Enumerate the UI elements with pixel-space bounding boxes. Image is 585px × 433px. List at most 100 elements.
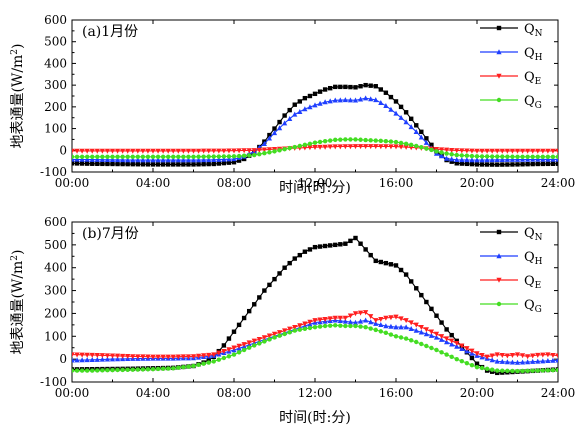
data-point-QN bbox=[221, 343, 227, 348]
data-point-QE bbox=[251, 148, 257, 154]
legend-marker-QH bbox=[496, 253, 502, 259]
data-point-QH bbox=[494, 358, 500, 364]
y-axis-title-sup: 2 bbox=[10, 255, 20, 261]
legend-marker-QN bbox=[496, 25, 502, 31]
data-point-QG bbox=[474, 364, 480, 370]
data-point-QN bbox=[241, 156, 247, 162]
data-point-QE bbox=[388, 315, 394, 321]
x-tick-label: 20:00 bbox=[460, 386, 495, 400]
data-point-QG bbox=[530, 154, 535, 159]
data-point-QN bbox=[241, 315, 247, 321]
data-point-QG bbox=[489, 367, 495, 372]
data-point-QG bbox=[145, 367, 151, 372]
data-point-QH bbox=[363, 317, 369, 323]
data-point-QG bbox=[211, 154, 216, 159]
data-point-QE bbox=[368, 144, 374, 150]
data-point-QE bbox=[363, 144, 369, 150]
data-point-QE bbox=[266, 147, 273, 153]
legend-entry-sub: E bbox=[535, 77, 542, 87]
data-point-QH bbox=[201, 157, 207, 163]
data-point-QG bbox=[287, 145, 292, 151]
data-point-QG bbox=[110, 367, 115, 373]
data-point-QG bbox=[155, 366, 161, 372]
x-tick-label: 00:00 bbox=[55, 176, 90, 190]
data-point-QE bbox=[509, 148, 516, 154]
data-point-QG bbox=[272, 335, 277, 340]
chart-panel-b: -100 0 100 200 300 400 500 600 00:00 04:00 08:00 12… bbox=[10, 215, 575, 426]
data-point-QH bbox=[109, 356, 116, 362]
data-point-QH bbox=[307, 104, 313, 110]
data-point-QE bbox=[246, 340, 252, 346]
data-point-QE bbox=[378, 144, 384, 150]
data-point-QG bbox=[130, 367, 135, 372]
data-point-QE bbox=[550, 352, 556, 358]
data-point-QH bbox=[398, 114, 404, 120]
data-point-QN bbox=[348, 84, 353, 90]
data-point-QG bbox=[459, 358, 465, 364]
data-point-QN bbox=[444, 327, 449, 332]
x-tick-label: 04:00 bbox=[136, 386, 171, 400]
data-point-QG bbox=[186, 364, 191, 369]
data-point-QH bbox=[120, 157, 126, 163]
x-tick-label: 16:00 bbox=[379, 176, 414, 190]
legend-entry-main: Q bbox=[524, 298, 535, 313]
data-point-QG bbox=[160, 366, 166, 371]
data-point-QE bbox=[383, 315, 389, 321]
data-point-QH bbox=[347, 319, 354, 325]
data-point-QE bbox=[327, 316, 333, 322]
data-point-QE bbox=[150, 148, 156, 154]
y-tick-label: 500 bbox=[44, 238, 67, 252]
data-point-QE bbox=[155, 354, 161, 360]
data-point-QN bbox=[555, 161, 558, 166]
data-point-QE bbox=[357, 144, 364, 150]
y-tick-label: 200 bbox=[44, 100, 67, 114]
data-point-QG bbox=[383, 138, 389, 144]
data-point-QE bbox=[195, 148, 202, 154]
data-point-QG bbox=[353, 323, 358, 329]
data-point-QN bbox=[307, 247, 313, 252]
data-point-QH bbox=[499, 156, 505, 162]
data-point-QE bbox=[428, 329, 435, 335]
data-point-QG bbox=[262, 339, 267, 344]
data-point-QH bbox=[388, 106, 394, 112]
legend-entry-sub: H bbox=[535, 53, 543, 63]
data-point-QG bbox=[115, 367, 120, 373]
series-line-QN bbox=[72, 237, 558, 374]
data-point-QG bbox=[459, 153, 465, 158]
data-point-QG bbox=[464, 360, 470, 366]
data-point-QG bbox=[191, 154, 196, 159]
y-tick-label: 300 bbox=[44, 78, 67, 92]
data-point-QE bbox=[403, 144, 409, 150]
data-point-QG bbox=[206, 360, 211, 365]
data-point-QH bbox=[231, 156, 237, 162]
data-point-QE bbox=[525, 354, 531, 360]
data-point-QN bbox=[196, 162, 201, 167]
data-point-QE bbox=[545, 352, 551, 358]
data-point-QG bbox=[439, 150, 444, 155]
data-point-QE bbox=[79, 352, 85, 358]
data-point-QN bbox=[474, 162, 480, 167]
data-point-QN bbox=[186, 162, 191, 167]
data-point-QN bbox=[398, 104, 404, 110]
data-point-QE bbox=[170, 148, 176, 154]
data-point-QE bbox=[150, 354, 156, 360]
data-point-QE bbox=[373, 144, 379, 150]
data-point-QE bbox=[317, 317, 323, 323]
legend-entry-sub: N bbox=[535, 29, 543, 39]
data-point-QN bbox=[383, 260, 389, 266]
data-point-QE bbox=[99, 148, 105, 154]
data-point-QE bbox=[454, 340, 460, 346]
data-point-QN bbox=[343, 241, 348, 246]
data-point-QE bbox=[114, 353, 121, 359]
x-tick-label: 12:00 bbox=[298, 176, 333, 190]
data-point-QG bbox=[510, 154, 515, 159]
data-point-QN bbox=[358, 84, 363, 89]
data-point-QH bbox=[540, 156, 546, 162]
data-point-QG bbox=[206, 154, 211, 159]
data-point-QG bbox=[236, 350, 242, 355]
data-point-QE bbox=[509, 352, 516, 358]
data-point-QN bbox=[79, 161, 85, 166]
data-point-QN bbox=[439, 320, 444, 325]
data-point-QG bbox=[135, 367, 141, 372]
data-point-QH bbox=[84, 357, 90, 363]
